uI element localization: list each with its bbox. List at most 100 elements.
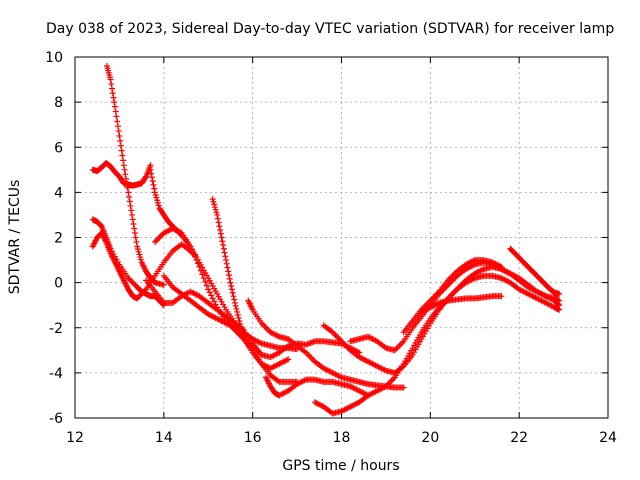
data-point xyxy=(122,171,129,178)
data-point xyxy=(228,283,235,290)
data-point xyxy=(109,90,116,97)
y-tick-label: 0 xyxy=(54,276,63,292)
data-point xyxy=(221,249,228,256)
data-point xyxy=(132,234,139,241)
data-point xyxy=(151,189,158,196)
data-point xyxy=(149,178,156,185)
data-point xyxy=(153,194,160,201)
data-point xyxy=(215,219,222,226)
data-point xyxy=(136,251,143,258)
data-point xyxy=(137,254,144,261)
data-point xyxy=(160,281,167,288)
y-tick-label: 10 xyxy=(45,50,63,66)
data-point xyxy=(137,256,144,263)
data-point xyxy=(208,292,215,299)
data-point xyxy=(224,264,231,271)
data-point xyxy=(134,243,141,250)
data-point xyxy=(222,253,229,260)
data-point xyxy=(227,279,234,286)
data-point xyxy=(211,204,218,211)
data-point xyxy=(131,225,138,232)
data-point xyxy=(498,293,505,300)
y-tick-label: 8 xyxy=(54,95,63,111)
x-tick-label: 12 xyxy=(66,430,84,446)
data-point xyxy=(150,181,157,188)
series-arc-14 xyxy=(320,263,563,376)
data-point xyxy=(135,248,142,255)
data-point xyxy=(223,260,230,267)
data-point xyxy=(235,314,242,321)
y-tick-label: -6 xyxy=(49,411,63,427)
data-point xyxy=(231,296,238,303)
data-point xyxy=(112,108,119,115)
y-tick-label: -2 xyxy=(49,321,63,337)
x-tick-label: 14 xyxy=(155,430,173,446)
data-point xyxy=(107,76,114,83)
data-point xyxy=(220,245,227,252)
grid-lines xyxy=(75,57,608,418)
data-point xyxy=(498,263,505,270)
data-point xyxy=(126,198,133,205)
data-point xyxy=(236,317,243,324)
data-point xyxy=(214,211,221,218)
data-point xyxy=(191,253,198,260)
data-point xyxy=(117,137,124,144)
data-point xyxy=(108,81,115,88)
data-point xyxy=(129,211,136,218)
data-point xyxy=(285,356,292,363)
data-point xyxy=(193,257,200,264)
data-point xyxy=(231,299,238,306)
series-arc-17 xyxy=(418,293,505,315)
data-point xyxy=(111,99,118,106)
series-arc-2 xyxy=(89,160,154,189)
data-point xyxy=(202,278,209,285)
data-point xyxy=(116,132,123,139)
data-point xyxy=(110,94,117,101)
x-tick-label: 24 xyxy=(599,430,617,446)
data-point xyxy=(219,238,226,245)
data-point xyxy=(148,174,155,181)
data-point xyxy=(217,230,224,237)
data-point xyxy=(234,308,241,315)
data-point xyxy=(218,234,225,241)
data-point xyxy=(155,202,162,209)
data-point xyxy=(130,220,137,227)
data-point xyxy=(217,226,224,233)
data-point xyxy=(113,113,120,120)
x-tick-label: 16 xyxy=(244,430,262,446)
y-tick-label: -4 xyxy=(49,366,63,382)
data-point xyxy=(128,207,135,214)
x-tick-label: 18 xyxy=(333,430,351,446)
data-point xyxy=(229,289,236,296)
data-point xyxy=(199,271,206,278)
series-arc-1 xyxy=(103,63,167,288)
data-point xyxy=(118,147,125,154)
series-arc-12 xyxy=(262,374,372,399)
series-arc-8 xyxy=(143,277,247,334)
series-arc-10 xyxy=(249,338,363,361)
data-point xyxy=(119,152,126,159)
data-point xyxy=(211,201,218,208)
data-point xyxy=(230,293,237,300)
data-point xyxy=(223,257,230,264)
data-point xyxy=(213,209,220,216)
y-tick-labels: -6 -4 -2 0 2 4 6 8 10 xyxy=(45,50,63,427)
y-tick-label: 2 xyxy=(54,231,63,247)
data-point xyxy=(114,118,121,125)
data-point xyxy=(148,170,155,177)
data-point xyxy=(220,242,227,249)
data-point xyxy=(125,189,132,196)
data-point xyxy=(152,192,159,199)
y-tick-label: 6 xyxy=(54,140,63,156)
data-point xyxy=(133,239,140,246)
data-point xyxy=(556,290,563,297)
data-point xyxy=(400,384,407,391)
data-point xyxy=(194,260,201,267)
data-point xyxy=(154,199,161,206)
data-point xyxy=(120,157,127,164)
data-point xyxy=(187,243,194,250)
data-point xyxy=(225,272,232,279)
data-point xyxy=(226,275,233,282)
data-point xyxy=(190,250,197,257)
